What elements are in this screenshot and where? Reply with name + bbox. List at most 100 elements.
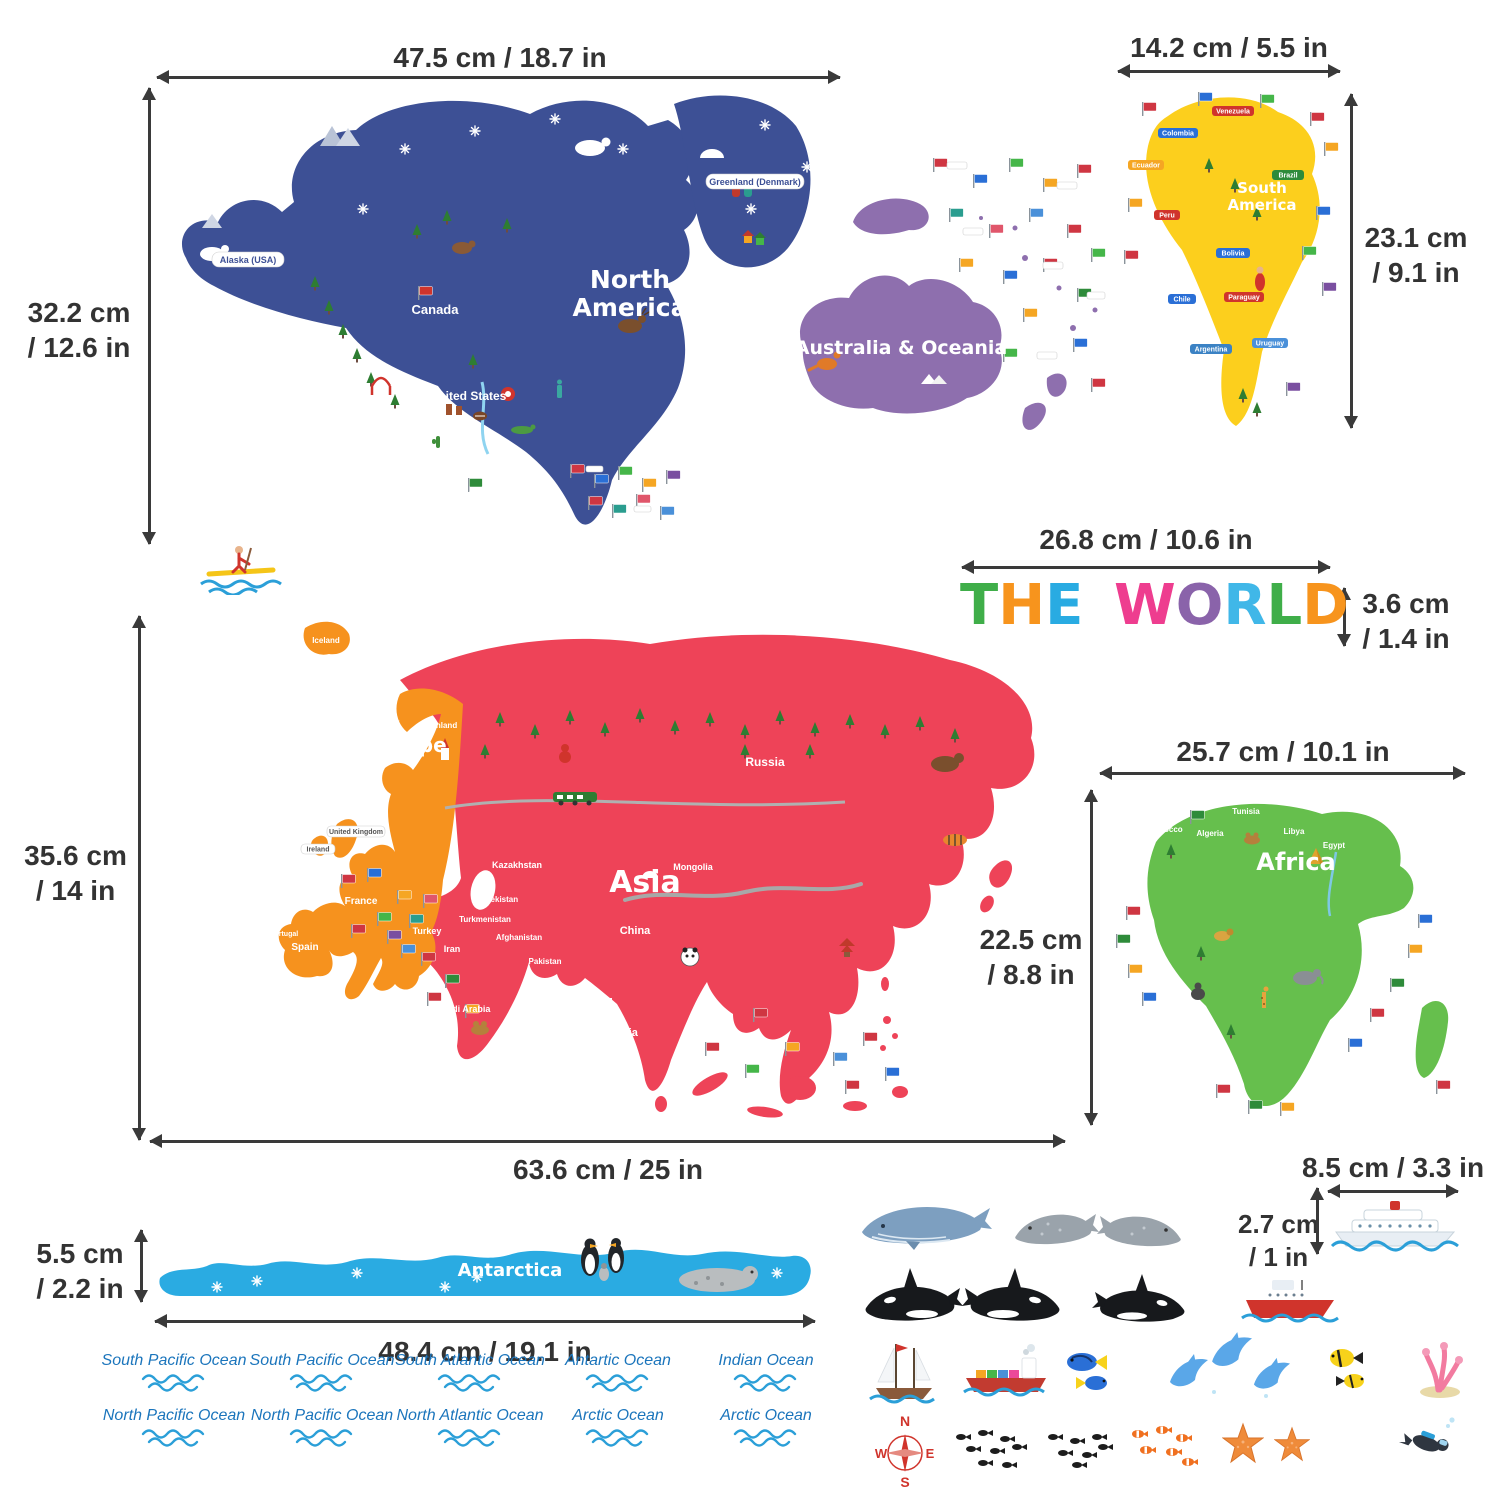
title-width-arrow [962,566,1330,569]
continent-name: Australia & Oceania [795,337,1007,359]
sailing-ship-icon [869,1344,935,1404]
island-name-tag [1086,291,1106,300]
ocean-waves-icon [141,1429,205,1447]
matryoshka-icon [559,744,571,763]
yurt-icon [642,871,658,878]
na-width-arrow [157,76,840,79]
taiwan-shape [881,977,889,991]
tiger-icon [943,834,967,846]
australia-oceania-sticker: Australia & Oceania [795,157,1106,430]
country-label: Turkey [413,926,442,936]
iceland-shape [303,621,350,655]
ocean-labels-grid: South Pacific Ocean South Pacific Ocean … [100,1352,840,1448]
giraffe-icon [1261,986,1269,1008]
penguin-chick-icon [599,1263,609,1281]
island-name-tag [1036,351,1058,360]
country-label: Greenland (Denmark) [709,177,801,187]
seal-icon [679,1266,758,1292]
sumatra-shape [692,1072,728,1096]
country-label: Norway [371,718,400,727]
ocean-waves-icon [141,1374,205,1392]
new-zealand-south-shape [1022,402,1046,430]
ocean-label: North Atlantic Ocean [396,1407,544,1424]
kangaroo-icon [807,351,841,372]
ship-width-label: 8.5 cm / 3.3 in [1301,1152,1485,1183]
svg-text:Paraguay: Paraguay [1228,295,1260,302]
eurasia-width-arrow [150,1140,1065,1143]
blue-whale-icon [862,1207,992,1250]
clownfish-school-icon [1132,1426,1198,1466]
caspian-sea [470,870,496,910]
japan-shape [989,860,1013,888]
country-label: Morocco [1149,825,1182,834]
continent-name: America [573,293,688,322]
eurasia-sticker: Europe Asia Iceland Norway Sweden Finlan… [270,621,1035,1118]
new-zealand-north-shape [1046,373,1067,397]
alaska-tag [211,251,285,268]
cruise-ship-icon [1330,1201,1459,1252]
country-label: Afghanistan [496,933,542,942]
antarctica-height-label: 5.5 cm / 2.2 in [36,1238,124,1304]
ocean-label: North Pacific Ocean [102,1407,246,1424]
flag-name-tag [585,465,604,473]
ocean-label: Arctic Ocean [720,1407,812,1424]
ocean-label: South Pacific Ocean [101,1352,247,1369]
ocean-label-item: South Pacific Ocean [100,1352,248,1393]
scuba-diver-icon [1398,1417,1455,1452]
orca-icon [1092,1274,1185,1322]
svg-text:Uruguay: Uruguay [1256,341,1285,348]
starfish-icon [1274,1426,1310,1462]
orca-pair-icon [865,1268,1060,1321]
antarctica-width-arrow [155,1320,815,1323]
polar-bear-icon [575,137,611,156]
ocean-waves-icon [585,1429,649,1447]
title-height-arrow [1343,588,1346,646]
ocean-label-item: North Pacific Ocean [100,1407,248,1448]
ocean-label: Arctic Ocean [572,1407,664,1424]
country-label: Sweden [392,735,422,744]
africa-width-arrow [1100,772,1465,775]
cactus-icon [432,436,440,448]
pagoda-icon [839,938,855,957]
ocean-label-item: Arctic Ocean [544,1407,692,1448]
madagascar-shape [1415,1000,1449,1078]
country-label: Canada [412,302,460,317]
compass-east: E [926,1446,935,1461]
na-height-label: 32.2 cm / 12.6 in [27,297,131,363]
butterflyfish-pair-icon [1330,1349,1364,1389]
svg-text:Brazil: Brazil [1278,173,1297,180]
monument-valley-icon [446,404,462,415]
ocean-waves-icon [733,1429,797,1447]
sydney-opera-house-icon [921,374,947,384]
moose-icon [618,307,652,333]
football-icon [473,411,487,421]
ocean-label-item: Antartic Ocean [544,1352,692,1393]
antarctica-shape [159,1249,811,1296]
country-label: Alaska (USA) [220,255,277,265]
kremlin-icon [441,738,449,760]
title-height-label: 3.6 cm / 1.4 in [1362,588,1450,654]
igloo-icon [700,149,724,158]
island-dots [979,216,1098,331]
continent-name: South [1237,179,1287,197]
ocean-waves-icon [289,1429,353,1447]
island-name-tag [1056,181,1078,190]
sa-height-arrow [1350,94,1353,428]
country-label: Saudi Arabia [436,1004,492,1014]
eurasia-width-label: 63.6 cm / 25 in [513,1154,703,1185]
country-label: United States [430,389,507,403]
ocean-waves-icon [437,1374,501,1392]
north-america-shape [181,100,698,525]
dolphins-icon [1170,1332,1290,1398]
continent-name: North [590,265,670,294]
na-width-label: 47.5 cm / 18.7 in [393,42,607,73]
continent-name: Asia [609,865,681,900]
starfish-icon [1222,1422,1264,1464]
country-label: United Kingdom [329,829,383,836]
eurasia-height-label: 35.6 cm / 14 in [24,840,127,906]
ocean-waves-icon [289,1374,353,1392]
golden-gate-bridge-icon [370,376,392,395]
united-kingdom-tag [326,825,386,838]
svg-text:Venezuela: Venezuela [1216,109,1250,116]
